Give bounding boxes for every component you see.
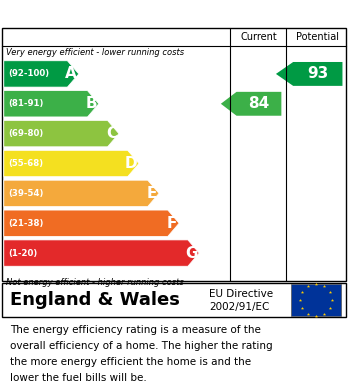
Text: (21-38): (21-38) bbox=[8, 219, 44, 228]
Text: G: G bbox=[185, 246, 197, 260]
Polygon shape bbox=[4, 210, 179, 236]
Polygon shape bbox=[276, 62, 342, 86]
Text: (81-91): (81-91) bbox=[8, 99, 44, 108]
Text: D: D bbox=[125, 156, 137, 171]
Text: England & Wales: England & Wales bbox=[10, 291, 180, 309]
Text: (92-100): (92-100) bbox=[8, 70, 49, 79]
Text: (39-54): (39-54) bbox=[8, 189, 44, 198]
Text: The energy efficiency rating is a measure of the: The energy efficiency rating is a measur… bbox=[10, 325, 261, 335]
Text: F: F bbox=[167, 216, 177, 231]
Text: Very energy efficient - lower running costs: Very energy efficient - lower running co… bbox=[6, 48, 184, 57]
Polygon shape bbox=[4, 91, 99, 117]
Text: B: B bbox=[85, 96, 97, 111]
Text: C: C bbox=[106, 126, 117, 141]
Text: overall efficiency of a home. The higher the rating: overall efficiency of a home. The higher… bbox=[10, 341, 273, 351]
Polygon shape bbox=[4, 180, 159, 206]
Text: Current: Current bbox=[240, 32, 277, 42]
Polygon shape bbox=[4, 61, 79, 87]
Text: 93: 93 bbox=[307, 66, 329, 81]
Text: E: E bbox=[147, 186, 157, 201]
Text: (69-80): (69-80) bbox=[8, 129, 43, 138]
Text: lower the fuel bills will be.: lower the fuel bills will be. bbox=[10, 373, 147, 383]
Text: Potential: Potential bbox=[296, 32, 339, 42]
Text: 84: 84 bbox=[248, 96, 270, 111]
Polygon shape bbox=[4, 120, 119, 147]
Text: 2002/91/EC: 2002/91/EC bbox=[209, 302, 269, 312]
Polygon shape bbox=[221, 92, 282, 116]
Polygon shape bbox=[4, 151, 139, 177]
Text: (1-20): (1-20) bbox=[8, 249, 37, 258]
Text: the more energy efficient the home is and the: the more energy efficient the home is an… bbox=[10, 357, 252, 367]
Text: Energy Efficiency Rating: Energy Efficiency Rating bbox=[7, 7, 228, 22]
Text: EU Directive: EU Directive bbox=[209, 289, 273, 299]
Text: (55-68): (55-68) bbox=[8, 159, 43, 168]
Text: Not energy efficient - higher running costs: Not energy efficient - higher running co… bbox=[6, 278, 183, 287]
FancyBboxPatch shape bbox=[291, 284, 341, 316]
Polygon shape bbox=[4, 240, 199, 266]
Text: A: A bbox=[65, 66, 77, 81]
